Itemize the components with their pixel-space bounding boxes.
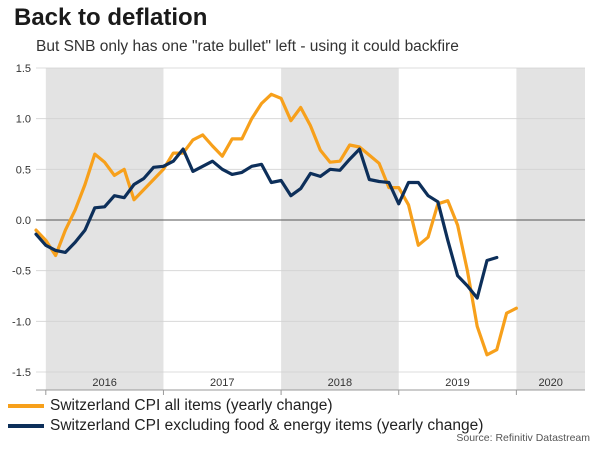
legend-label-cpi-all: Switzerland CPI all items (yearly change…: [50, 397, 333, 414]
legend-item-cpi-all: Switzerland CPI all items (yearly change…: [8, 396, 483, 416]
legend-item-cpi-core: Switzerland CPI excluding food & energy …: [8, 416, 483, 436]
chart-subtitle: But SNB only has one "rate bullet" left …: [36, 38, 459, 55]
legend-swatch-orange: [8, 404, 44, 408]
x-tick-label: 2020: [538, 377, 562, 389]
source-note: Source: Refinitiv Datastream: [456, 432, 590, 444]
chart-title: Back to deflation: [14, 4, 208, 31]
shaded-band-2018: [281, 68, 399, 390]
y-tick-label: 1.5: [16, 63, 31, 75]
shaded-band-2016: [45, 68, 164, 390]
y-tick-label: 0.5: [16, 164, 31, 176]
x-tick-label: 2018: [328, 377, 352, 389]
series-line-cpi-core: [34, 147, 499, 300]
x-tick-label: 2019: [445, 377, 469, 389]
chart-legend: Switzerland CPI all items (yearly change…: [8, 396, 483, 436]
legend-label-cpi-core: Switzerland CPI excluding food & energy …: [50, 417, 484, 434]
y-tick-label: 1.0: [16, 114, 31, 126]
y-tick-label: -0.5: [12, 266, 31, 278]
y-tick-label: -1.5: [12, 367, 31, 379]
series-line-cpi-all: [34, 92, 518, 357]
shaded-band-2020: [516, 68, 585, 390]
x-tick-label: 2017: [210, 377, 234, 389]
x-tick-label: 2016: [92, 377, 116, 389]
legend-swatch-navy: [8, 424, 44, 428]
y-tick-label: -1.0: [12, 316, 31, 328]
y-tick-label: 0.0: [16, 215, 31, 227]
